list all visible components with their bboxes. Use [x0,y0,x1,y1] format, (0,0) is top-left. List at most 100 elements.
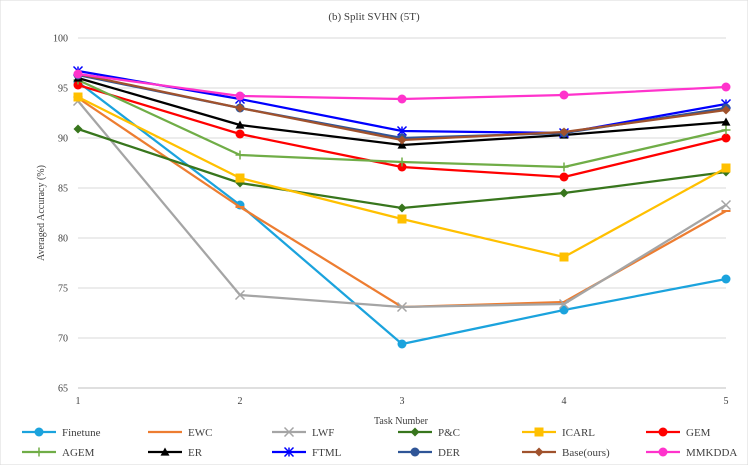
marker-shape [235,91,245,101]
data-point [397,203,407,213]
legend-swatch-marker [658,447,668,457]
x-tick-label: 3 [400,396,405,407]
y-tick-label: 100 [53,34,68,45]
marker-shape [410,427,420,437]
data-point [559,127,569,137]
data-point [721,82,731,92]
data-point [559,188,569,198]
legend-swatch-marker [34,447,44,457]
y-tick-label: 75 [58,284,68,295]
marker-shape [396,301,408,313]
data-point [721,117,731,126]
data-point [559,162,569,172]
data-point [73,80,83,90]
marker-shape [235,129,245,139]
data-point [720,199,732,211]
series-gem [73,80,731,182]
marker-shape [283,426,295,438]
y-tick-label: 70 [58,334,68,345]
legend-swatch-marker [534,427,544,437]
legend-item-lwf: LWF [272,426,334,439]
data-point [397,140,407,149]
legend-swatch-marker [283,446,295,458]
x-tick-label: 2 [238,396,243,407]
legend-item-ftml: FTML [272,446,342,459]
legend-label: MMKDDA [686,447,737,459]
data-point [559,90,569,100]
legend-swatch-marker [283,426,295,438]
legend-item-der: DER [398,447,461,459]
legend-label: Finetune [62,427,101,439]
marker-shape [558,298,570,310]
marker-shape [235,103,245,113]
legend-label: Base(ours) [562,447,610,459]
legend-swatch-marker [160,447,170,456]
legend-item-er: ER [148,447,203,459]
data-point [559,172,569,182]
marker-shape [397,214,407,224]
y-axis-label: Averaged Accuracy (%) [36,165,47,261]
marker-shape [397,94,407,104]
data-point [397,214,407,224]
marker-shape [34,427,44,437]
legend-label: GEM [686,427,711,439]
data-point [235,103,245,113]
marker-shape [559,172,569,182]
marker-shape [397,203,407,213]
marker-shape [235,120,245,129]
data-point [397,162,407,172]
legend-swatch-marker [658,427,668,437]
data-point [721,125,731,135]
marker-shape [721,133,731,143]
legend-label: ICARL [562,427,595,439]
marker-shape [73,80,83,90]
data-point [73,124,83,134]
data-point [235,173,245,183]
legend-item-agem: AGEM [22,447,95,459]
y-tick-label: 85 [58,184,68,195]
legend: Finetune EWC LWF P&C ICARL GEM AGEM ER FTML DER Ba… [22,426,737,459]
legend-swatch-marker [410,427,420,437]
legend-swatch-marker [34,427,44,437]
legend-label: P&C [438,427,460,439]
y-tick-label: 90 [58,134,68,145]
marker-shape [720,199,732,211]
series-group [72,65,732,349]
data-point [235,120,245,129]
data-point [558,298,570,310]
marker-shape [559,90,569,100]
marker-shape [658,447,668,457]
data-point [73,69,83,79]
marker-shape [658,427,668,437]
legend-label: LWF [312,427,334,439]
legend-item-p-c: P&C [398,427,460,439]
axes: 65 70 75 80 85 90 95 100 1 2 3 4 5 [53,34,729,408]
legend-item-base-ours: Base(ours) [522,447,610,459]
x-tick-label: 5 [724,396,729,407]
marker-shape [559,127,569,137]
legend-item-ewc: EWC [148,427,212,439]
marker-shape [721,274,731,284]
marker-shape [235,173,245,183]
marker-shape [721,82,731,92]
legend-label: ER [188,447,203,459]
marker-shape [534,447,544,457]
data-point [397,135,407,145]
marker-shape [397,162,407,172]
legend-label: AGEM [62,447,95,459]
data-point [234,289,246,301]
data-point [235,150,245,160]
legend-swatch-marker [410,447,420,457]
x-axis-label: Task Number [374,416,429,427]
marker-shape [559,305,569,315]
data-point [73,92,83,102]
x-tick-label: 4 [562,396,567,407]
x-tick-label: 1 [76,396,81,407]
legend-item-finetune: Finetune [22,427,101,439]
series-icarl [73,92,731,262]
y-tick-label: 65 [58,384,68,395]
data-point [721,105,731,115]
legend-label: FTML [312,447,342,459]
data-point [235,129,245,139]
